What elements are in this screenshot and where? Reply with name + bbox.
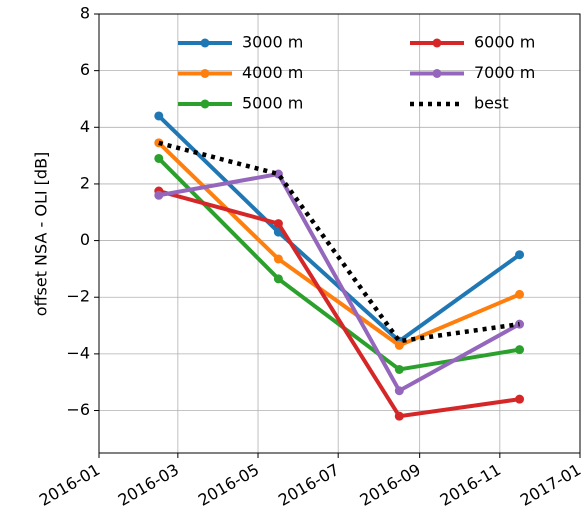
data-point [154, 153, 164, 163]
x-tick-label: 2016-09 [357, 460, 424, 510]
x-tick-label: 2016-07 [275, 460, 342, 510]
y-axis-label: offset NSA - OLI [dB] [32, 152, 51, 317]
x-tick-label: 2017-01 [517, 460, 584, 510]
series-line [157, 157, 520, 372]
data-point [515, 289, 525, 299]
legend-label: 3000 m [242, 33, 303, 52]
legend-marker [200, 99, 210, 109]
plot-frame [98, 13, 581, 454]
series-line [158, 189, 520, 419]
data-point [154, 190, 164, 200]
legend-label: 5000 m [242, 94, 303, 113]
legend-label: 4000 m [242, 63, 303, 82]
series-line [158, 140, 520, 344]
series-line [157, 114, 521, 344]
y-tick-label: 6 [80, 60, 90, 79]
series-line [158, 171, 521, 394]
legend-label: best [474, 94, 509, 113]
x-tick-label: 2016-01 [36, 460, 103, 510]
data-point [394, 386, 404, 396]
data-point [394, 364, 404, 374]
legend-marker [200, 69, 210, 78]
data-point [515, 250, 525, 260]
y-tick-label: −4 [66, 343, 90, 362]
y-tick-label: −6 [66, 400, 90, 419]
x-tick-label: 2016-03 [115, 460, 182, 510]
data-point [394, 411, 404, 421]
data-point [273, 274, 283, 284]
legend-label: 7000 m [474, 63, 535, 82]
legend-marker [432, 69, 442, 78]
legend-marker [200, 38, 210, 48]
legend-label: 6000 m [474, 33, 535, 52]
y-tick-label: 0 [80, 230, 90, 249]
data-point [515, 394, 525, 404]
data-point [154, 111, 164, 121]
x-tick-label: 2016-11 [437, 460, 504, 510]
series-line [157, 141, 521, 348]
x-tick-label: 2016-05 [195, 460, 262, 510]
y-tick-label: 4 [80, 117, 90, 136]
data-point [273, 219, 283, 229]
data-point [515, 345, 525, 355]
y-tick-label: 2 [80, 173, 90, 192]
data-point [394, 340, 404, 350]
legend-marker [432, 38, 442, 48]
y-tick-label: 8 [80, 4, 90, 23]
data-point [273, 254, 283, 264]
y-tick-label: −2 [66, 287, 90, 306]
